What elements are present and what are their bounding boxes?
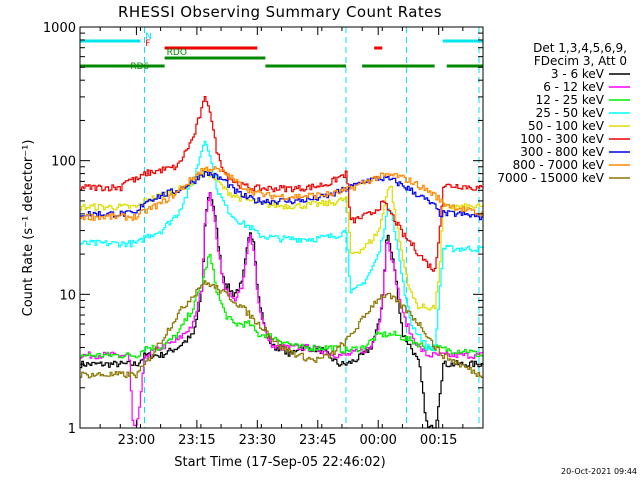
legend-header-0: Det 1,3,4,5,6,9, xyxy=(533,41,627,55)
y-tick-label-0: 1 xyxy=(68,422,76,437)
x-tick-label-3: 23:45 xyxy=(299,433,336,448)
legend-label-5: 100 - 300 keV xyxy=(520,132,604,146)
x-tick-label-4: 00:00 xyxy=(359,433,396,448)
legend-label-8: 7000 - 15000 keV xyxy=(497,171,604,185)
y-tick-label-1: 10 xyxy=(59,288,76,303)
legend-label-4: 50 - 100 keV xyxy=(528,119,605,133)
series-line-0 xyxy=(80,192,484,429)
series-layer xyxy=(80,96,484,429)
legend-label-7: 800 - 7000 keV xyxy=(513,158,605,172)
y-axis-label: Count Rate (s⁻¹ detector⁻¹) xyxy=(21,140,36,317)
timestamp-label: 20-Oct-2021 09:44 xyxy=(561,467,637,476)
legend-label-1: 6 - 12 keV xyxy=(543,80,605,94)
legend-label-6: 300 - 800 keV xyxy=(520,145,604,159)
flag-label-rdo: RDO xyxy=(167,48,187,58)
flag-layer: NF RDO RD6 xyxy=(80,32,483,72)
series-line-5 xyxy=(80,96,484,272)
series-line-8 xyxy=(80,280,484,379)
x-tick-label-1: 23:15 xyxy=(178,433,215,448)
series-line-3 xyxy=(80,140,484,352)
legend-header-1: FDecim 3, Att 0 xyxy=(534,54,627,68)
legend-label-0: 3 - 6 keV xyxy=(551,67,605,81)
tick-layer: 23:00 23:15 23:30 23:45 00:00 00:15 1 10 100 1000 xyxy=(43,21,484,448)
series-line-2 xyxy=(80,253,484,359)
x-tick-label-0: 23:00 xyxy=(118,433,155,448)
flag-label-rd6: RD6 xyxy=(130,62,149,72)
y-tick-label-2: 100 xyxy=(51,155,76,170)
x-tick-label-5: 00:15 xyxy=(420,433,457,448)
flag-label-f: F xyxy=(145,39,150,49)
series-line-6 xyxy=(80,171,484,221)
x-axis-label: Start Time (17-Sep-05 22:46:02) xyxy=(174,455,385,470)
night-boundary-lines xyxy=(143,27,480,428)
y-tick-label-3: 1000 xyxy=(43,21,76,36)
legend-label-3: 25 - 50 keV xyxy=(536,106,605,120)
flag-label-n: N xyxy=(145,32,152,42)
series-line-7 xyxy=(80,166,484,221)
legend-label-2: 12 - 25 keV xyxy=(536,93,605,107)
x-tick-label-2: 23:30 xyxy=(239,433,276,448)
legend: Det 1,3,4,5,6,9,FDecim 3, Att 03 - 6 keV… xyxy=(497,41,630,185)
chart-title: RHESSI Observing Summary Count Rates xyxy=(118,3,442,21)
